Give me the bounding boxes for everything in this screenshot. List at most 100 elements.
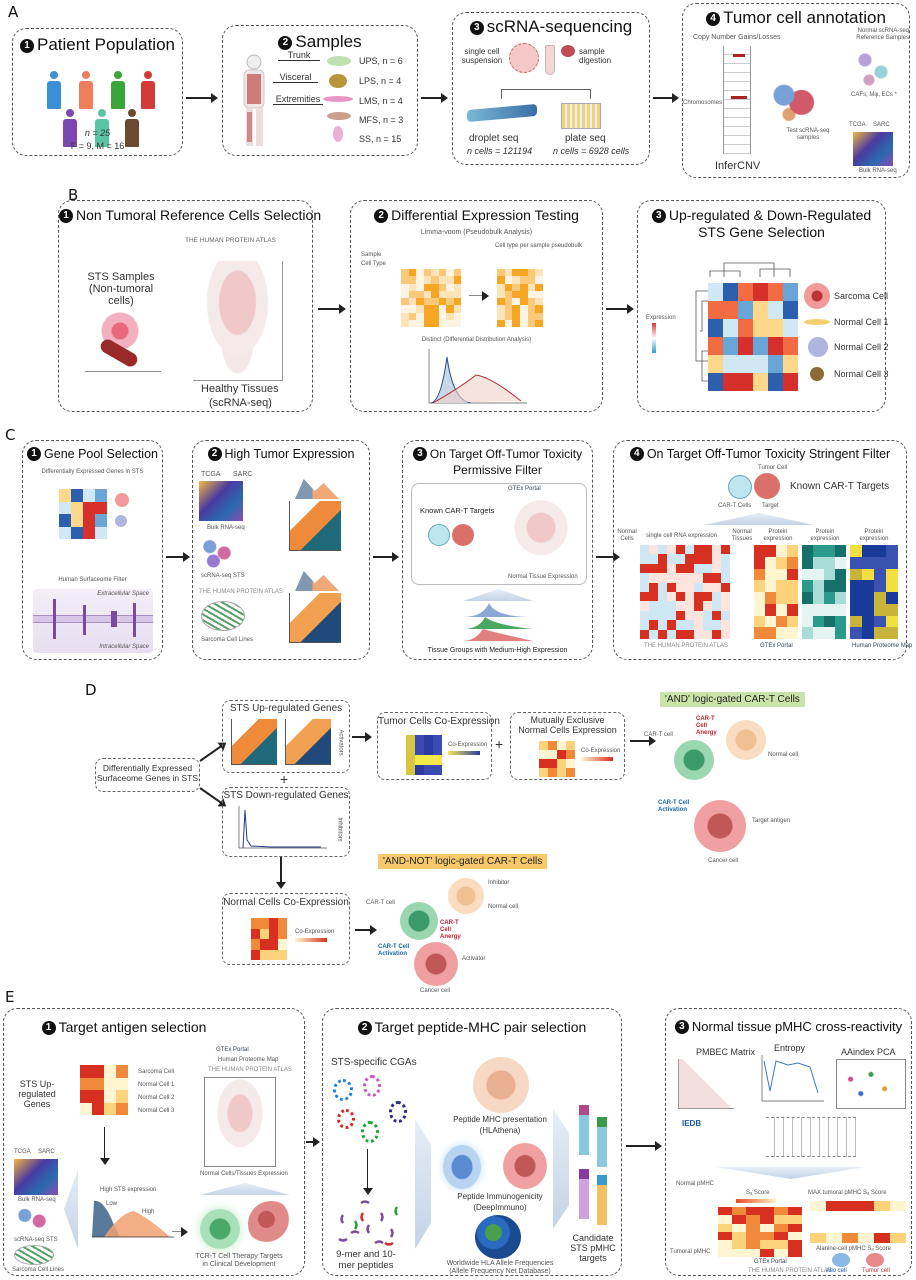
heatmap-cell [401, 276, 409, 284]
up-regulated-heatmap [80, 1065, 128, 1115]
heatmap-cell [754, 556, 765, 569]
heatmap-cell [527, 269, 536, 277]
heatmap-cell [504, 269, 513, 277]
lms-cell-icon [323, 96, 353, 102]
funnel-icon [415, 1119, 431, 1249]
immunogenicity-label: Peptide Immunogenicity [457, 1192, 543, 1201]
heatmap-cell [813, 568, 824, 581]
tumor-cell-label: Tumor cell [862, 1268, 890, 1274]
heatmap-cell [787, 580, 798, 592]
cross-reactivity-heatmap [718, 1207, 802, 1257]
heatmap-cell [703, 601, 712, 611]
cga-protein-icon [337, 1109, 355, 1129]
heatmap-cell [80, 1065, 92, 1078]
heatmap-cell [667, 601, 676, 611]
heatmap-cell [708, 319, 723, 337]
heatmap-cell [703, 545, 712, 555]
tube-icon [545, 45, 555, 75]
gtex-logo: GTEx Portal [760, 643, 793, 649]
heatmap-cell [813, 592, 824, 604]
heatmap-cell [431, 276, 439, 284]
heatmap-cell [858, 1201, 874, 1211]
heatmap-cell [890, 1233, 906, 1243]
de-testing-box: 2 Differential Expression Testing Limma-v… [350, 200, 603, 412]
heatmap-cell [519, 269, 528, 277]
heatmap-cell [703, 582, 712, 592]
heatmap-cell [721, 591, 730, 602]
normal-cell-2-icon [808, 337, 828, 357]
heatmap-cell [746, 1215, 760, 1224]
heatmap-cell [732, 1248, 746, 1257]
heatmap-cell [850, 545, 862, 557]
tcga-label: TCGA [14, 1149, 31, 1155]
tissue-icon [561, 45, 575, 57]
heatmap-cell [446, 269, 454, 277]
heatmap-cell [438, 305, 446, 313]
heatmap-cell [92, 1077, 104, 1090]
scatter-plot-bulk [289, 501, 341, 551]
heatmap-cell [446, 290, 454, 298]
heatmap-cell [774, 1248, 788, 1257]
cell-label: Normal Cell 3 [834, 369, 889, 379]
heatmap-cell [658, 573, 667, 583]
sarc-label: SARC [873, 122, 890, 128]
protein-label-3: Protein expression [859, 529, 889, 542]
heatmap-cell [754, 568, 765, 581]
and-gate-label: 'AND' logic-gated CAR-T Cells [660, 692, 805, 707]
heatmap-cell [783, 319, 798, 337]
heatmap-cell [446, 283, 454, 291]
healthy-tissues-sub: (scRNA-seq) [209, 397, 272, 409]
presentation-tool: (HLAthena) [479, 1126, 521, 1135]
heatmap-cell [433, 755, 442, 765]
split-connector [501, 89, 591, 99]
hpa-logo: THE HUMAN PROTEIN ATLAS [644, 643, 728, 649]
alanine-score-label: Alanine-cell pMHC Sₐ Score [816, 1246, 891, 1252]
reference-sub: CAFs, Mφ, ECs * [851, 92, 897, 98]
scrna-label: scRNA-seq STS [201, 573, 245, 579]
heatmap-cell [415, 765, 424, 775]
heatmap-cell [685, 610, 694, 621]
sample-type: SS, n = 15 [359, 134, 402, 144]
heatmap-cell [408, 312, 416, 320]
heatmap-cell [416, 305, 424, 313]
tumor-cell-label: Tumor Cell [758, 465, 788, 471]
scatter-plot [285, 719, 331, 765]
heatmap-cell [424, 735, 433, 745]
de-testing-title: 2 Differential Expression Testing [351, 207, 602, 223]
cnv-gain [731, 96, 747, 99]
heatmap-cell [640, 629, 649, 639]
surfaceome-label: Human Surfaceome Filter [58, 577, 127, 583]
heatmap-cell [765, 627, 776, 639]
heatmap-cell [658, 620, 667, 630]
heatmap-cell [649, 601, 658, 611]
heatmap-cell [438, 269, 446, 277]
heatmap-cell [453, 283, 461, 291]
heatmap-cell [746, 1240, 760, 1249]
arrow-icon [318, 304, 346, 314]
arrow-icon [469, 291, 489, 301]
cell-label: Normal Cell 1 [138, 1082, 175, 1088]
heatmap-cell [83, 501, 95, 514]
person-icon [63, 109, 77, 149]
tumor-coexp-box: Tumor Cells Co-Expression Co-Expression [377, 712, 500, 780]
lps-cell-icon [329, 74, 347, 88]
heatmap-cell [813, 603, 824, 616]
heatmap-cell [886, 568, 898, 581]
heatmap-cell [783, 283, 798, 301]
cancer-cells-icon [248, 1201, 294, 1247]
cell-label: Normal Cell 3 [138, 1108, 175, 1114]
heatmap-cell [408, 305, 416, 313]
cart-cell-icon [400, 902, 438, 940]
heatmap-cell [774, 1240, 788, 1249]
receptor-icon [133, 603, 136, 637]
heatmap-cell [438, 290, 446, 298]
heatmap-cell [774, 1223, 788, 1232]
person-icon [125, 109, 139, 149]
heatmap-cell [694, 601, 703, 611]
heatmap-cell [703, 563, 712, 574]
cga-protein-icon [361, 1121, 379, 1143]
heatmap-cell [746, 1231, 760, 1241]
scrna-label: scRNA-seq STS [14, 1237, 58, 1243]
heatmap-cell [431, 269, 439, 277]
heatmap-cell [712, 610, 721, 621]
